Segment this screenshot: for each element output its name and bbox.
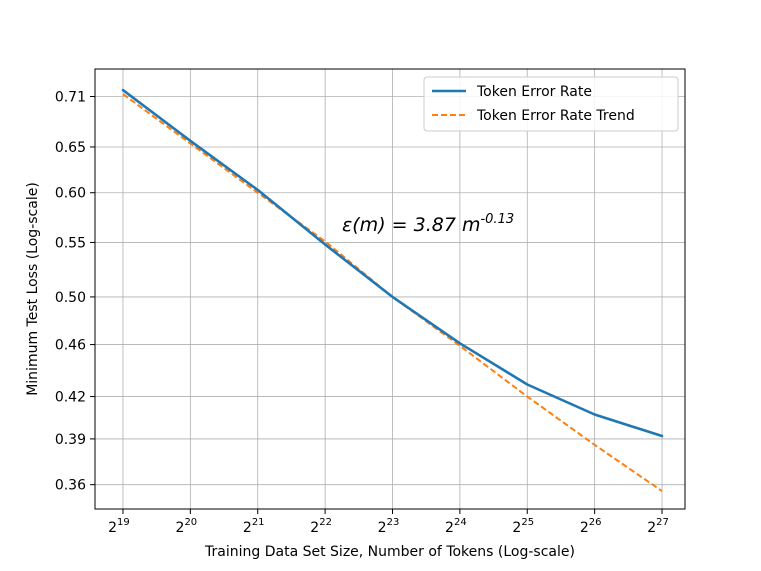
y-tick-label: 0.65	[55, 140, 86, 156]
annotation-main-text: ε(m) = 3.87 m	[342, 214, 480, 236]
series-point	[122, 90, 123, 91]
series-point	[527, 396, 528, 397]
series-point	[190, 140, 191, 141]
series-layer	[121, 88, 664, 492]
series-point	[594, 444, 595, 445]
grid	[95, 69, 685, 509]
y-tick-label: 0.71	[55, 90, 86, 106]
y-tick-label: 0.36	[55, 478, 86, 494]
x-tick-label: 220	[176, 517, 198, 536]
y-tick-label: 0.39	[55, 432, 86, 448]
trend-equation-annotation: ε(m) = 3.87 m-0.13	[342, 212, 514, 236]
x-axis: 219 220 221 222 223 224 225 226 227	[108, 509, 669, 536]
annotation-exponent: -0.13	[480, 212, 514, 227]
series-point	[257, 189, 258, 190]
series-point	[459, 343, 460, 344]
series-point	[257, 192, 258, 193]
x-tick-label: 223	[378, 517, 400, 536]
legend-label-token-error-rate-trend: Token Error Rate Trend	[476, 108, 635, 124]
y-tick-label: 0.42	[55, 390, 86, 406]
y-tick-label: 0.46	[55, 338, 86, 354]
x-tick-label: 219	[108, 517, 130, 536]
series-point	[459, 345, 460, 346]
series-point	[325, 241, 326, 242]
y-tick-label: 0.50	[55, 290, 86, 306]
series-point	[527, 384, 528, 385]
series-point	[594, 414, 595, 415]
series-point	[325, 244, 326, 245]
y-tick-label: 0.55	[55, 235, 86, 251]
x-tick-label: 225	[512, 517, 534, 536]
x-tick-label: 222	[310, 517, 332, 536]
y-tick-label: 0.60	[55, 186, 86, 202]
legend-label-token-error-rate: Token Error Rate	[476, 84, 592, 100]
x-axis-title: Training Data Set Size, Number of Tokens…	[204, 544, 575, 560]
y-axis: 0.36 0.39 0.42 0.46 0.50 0.55 0.60 0.65 0.71	[55, 90, 95, 494]
series-point	[661, 435, 662, 436]
x-tick-label: 227	[647, 517, 669, 536]
legend-box	[423, 76, 679, 132]
series-point	[392, 296, 393, 297]
series-line-token-error-rate	[121, 88, 664, 438]
series-point	[661, 491, 662, 492]
legend: Token Error Rate Token Error Rate Trend	[423, 76, 679, 132]
x-tick-label: 224	[445, 517, 467, 536]
y-axis-title: Minimum Test Loss (Log-scale)	[25, 182, 41, 396]
x-tick-label: 221	[243, 517, 265, 536]
series-point	[122, 94, 123, 95]
x-tick-label: 226	[580, 517, 602, 536]
series-point	[190, 143, 191, 144]
plot-area-frame	[94, 68, 686, 510]
